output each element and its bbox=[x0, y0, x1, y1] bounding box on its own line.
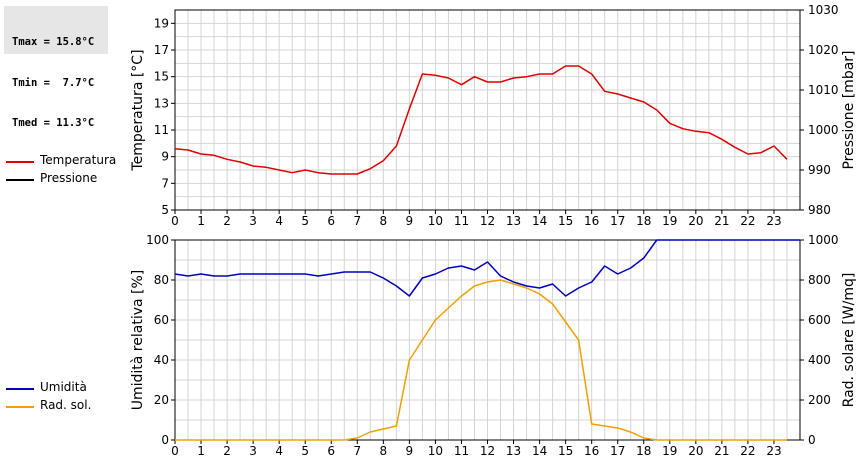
x-tick-label-hum: 5 bbox=[301, 444, 309, 458]
x-tick-label-temp: 3 bbox=[249, 214, 257, 228]
x-tick-label-hum: 17 bbox=[610, 444, 625, 458]
y2-tick-label-temp: 980 bbox=[808, 203, 831, 217]
x-tick-label-hum: 22 bbox=[740, 444, 755, 458]
y-tick-label-temp: 11 bbox=[154, 123, 169, 137]
x-tick-label-temp: 0 bbox=[171, 214, 179, 228]
x-tick-label-hum: 23 bbox=[766, 444, 781, 458]
legend-label-temperature: Temperatura bbox=[40, 153, 117, 167]
x-tick-label-temp: 17 bbox=[610, 214, 625, 228]
y-tick-label-hum: 0 bbox=[161, 433, 169, 447]
x-tick-label-hum: 21 bbox=[714, 444, 729, 458]
stats-tmax: Tmax = 15.8°C bbox=[12, 36, 95, 48]
x-tick-label-temp: 19 bbox=[662, 214, 677, 228]
y-tick-label-hum: 20 bbox=[154, 393, 169, 407]
stats-box: Tmax = 15.8°C Tmin = 7.7°C Tmed = 11.3°C bbox=[4, 6, 108, 129]
x-tick-label-temp: 6 bbox=[327, 214, 335, 228]
x-tick-label-hum: 1 bbox=[197, 444, 205, 458]
x-tick-label-hum: 18 bbox=[636, 444, 651, 458]
x-tick-label-hum: 13 bbox=[506, 444, 521, 458]
x-tick-label-temp: 14 bbox=[532, 214, 547, 228]
x-tick-label-hum: 10 bbox=[428, 444, 443, 458]
y2-tick-label-hum: 1000 bbox=[808, 233, 839, 247]
x-tick-label-hum: 3 bbox=[249, 444, 257, 458]
x-tick-label-hum: 11 bbox=[454, 444, 469, 458]
legend-swatch-radiation bbox=[6, 406, 34, 408]
series-line-temp-0 bbox=[174, 65, 788, 175]
legend-swatch-pressure bbox=[6, 179, 34, 181]
x-tick-label-temp: 13 bbox=[506, 214, 521, 228]
x-tick-label-temp: 22 bbox=[740, 214, 755, 228]
y-axis-label-hum: Umidità relativa [%] bbox=[130, 270, 146, 411]
legend-swatch-temperature bbox=[6, 161, 34, 163]
stats-tmin: Tmin = 7.7°C bbox=[12, 76, 95, 89]
x-tick-label-hum: 4 bbox=[275, 444, 283, 458]
x-tick-label-temp: 21 bbox=[714, 214, 729, 228]
x-tick-label-hum: 20 bbox=[688, 444, 703, 458]
x-tick-label-temp: 1 bbox=[197, 214, 205, 228]
y-tick-label-temp: 17 bbox=[154, 43, 169, 57]
y-tick-label-temp: 7 bbox=[161, 176, 169, 190]
y2-tick-label-hum: 600 bbox=[808, 313, 831, 327]
legend-label-pressure: Pressione bbox=[40, 171, 98, 185]
series-line-hum-1 bbox=[175, 279, 787, 441]
x-tick-label-hum: 12 bbox=[480, 444, 495, 458]
x-tick-label-temp: 20 bbox=[688, 214, 703, 228]
y-tick-label-hum: 80 bbox=[154, 273, 169, 287]
y-tick-label-temp: 9 bbox=[161, 150, 169, 164]
x-tick-label-hum: 2 bbox=[223, 444, 231, 458]
y2-tick-label-temp: 1010 bbox=[808, 83, 839, 97]
x-tick-label-hum: 7 bbox=[353, 444, 361, 458]
x-tick-label-hum: 19 bbox=[662, 444, 677, 458]
y2-axis-label-hum: Rad. solare [W/mq] bbox=[841, 273, 857, 408]
x-tick-label-temp: 12 bbox=[480, 214, 495, 228]
x-tick-label-temp: 4 bbox=[275, 214, 283, 228]
y2-tick-label-temp: 990 bbox=[808, 163, 831, 177]
x-tick-label-temp: 8 bbox=[380, 214, 388, 228]
series-line-hum-0 bbox=[174, 239, 800, 297]
x-tick-label-temp: 23 bbox=[766, 214, 781, 228]
y2-tick-label-temp: 1020 bbox=[808, 43, 839, 57]
x-tick-label-hum: 16 bbox=[584, 444, 599, 458]
x-tick-label-hum: 0 bbox=[171, 444, 179, 458]
x-tick-label-temp: 11 bbox=[454, 214, 469, 228]
legend-label-radiation: Rad. sol. bbox=[40, 398, 92, 412]
x-tick-label-temp: 18 bbox=[636, 214, 651, 228]
x-tick-label-hum: 15 bbox=[558, 444, 573, 458]
x-tick-label-hum: 14 bbox=[532, 444, 547, 458]
x-tick-label-temp: 15 bbox=[558, 214, 573, 228]
y2-axis-label-temp: Pressione [mbar] bbox=[841, 50, 857, 169]
y-tick-label-hum: 60 bbox=[154, 313, 169, 327]
x-tick-label-hum: 8 bbox=[380, 444, 388, 458]
x-tick-label-temp: 7 bbox=[353, 214, 361, 228]
legend-label-humidity: Umidità bbox=[40, 380, 87, 394]
y-tick-label-temp: 5 bbox=[161, 203, 169, 217]
x-tick-label-temp: 16 bbox=[584, 214, 599, 228]
x-tick-label-hum: 9 bbox=[406, 444, 414, 458]
x-tick-label-hum: 6 bbox=[327, 444, 335, 458]
y2-tick-label-hum: 800 bbox=[808, 273, 831, 287]
y2-tick-label-hum: 0 bbox=[808, 433, 816, 447]
y-tick-label-temp: 15 bbox=[154, 70, 169, 84]
x-tick-label-temp: 9 bbox=[406, 214, 414, 228]
y-tick-label-temp: 13 bbox=[154, 96, 169, 110]
y2-tick-label-hum: 400 bbox=[808, 353, 831, 367]
legend-swatch-humidity bbox=[6, 388, 34, 390]
y2-tick-label-temp: 1030 bbox=[808, 3, 839, 17]
y-tick-label-hum: 40 bbox=[154, 353, 169, 367]
y2-tick-label-hum: 200 bbox=[808, 393, 831, 407]
y-axis-label-temp: Temperatura [°C] bbox=[130, 49, 146, 171]
x-tick-label-temp: 5 bbox=[301, 214, 309, 228]
y-tick-label-hum: 100 bbox=[146, 233, 169, 247]
y-tick-label-temp: 19 bbox=[154, 16, 169, 30]
x-tick-label-temp: 10 bbox=[428, 214, 443, 228]
y2-tick-label-temp: 1000 bbox=[808, 123, 839, 137]
x-tick-label-temp: 2 bbox=[223, 214, 231, 228]
stats-tmed: Tmed = 11.3°C bbox=[12, 117, 95, 129]
